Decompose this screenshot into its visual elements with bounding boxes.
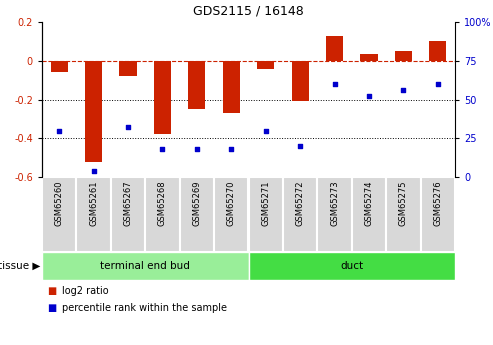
Bar [223, 61, 240, 113]
Point [227, 146, 235, 152]
Point [331, 81, 339, 87]
Bar [429, 41, 446, 61]
Text: GSM65260: GSM65260 [55, 181, 64, 226]
Text: GSM65275: GSM65275 [399, 181, 408, 226]
Bar [42, 252, 248, 280]
Text: GSM65267: GSM65267 [124, 181, 133, 226]
Text: GSM65261: GSM65261 [89, 181, 98, 226]
Bar [119, 61, 137, 76]
Bar [76, 177, 111, 252]
Bar [85, 61, 102, 161]
Text: GSM65268: GSM65268 [158, 181, 167, 226]
Text: log2 ratio: log2 ratio [62, 286, 108, 296]
Text: GSM65272: GSM65272 [296, 181, 305, 226]
Bar [248, 177, 283, 252]
Text: GSM65271: GSM65271 [261, 181, 270, 226]
Bar [360, 54, 378, 61]
Bar [291, 61, 309, 101]
Point [193, 146, 201, 152]
Bar [283, 177, 317, 252]
Point [296, 143, 304, 149]
Bar [111, 177, 145, 252]
Text: ■: ■ [47, 303, 56, 313]
Bar [145, 177, 179, 252]
Point [90, 168, 98, 174]
Text: duct: duct [340, 261, 363, 271]
Bar [214, 177, 248, 252]
Point [55, 128, 63, 133]
Bar [248, 252, 455, 280]
Point [159, 146, 167, 152]
Text: GSM65276: GSM65276 [433, 181, 442, 226]
Bar [154, 61, 171, 134]
Text: GSM65273: GSM65273 [330, 181, 339, 226]
Bar [51, 61, 68, 72]
Text: tissue ▶: tissue ▶ [0, 261, 40, 271]
Bar [386, 177, 421, 252]
Text: ■: ■ [47, 286, 56, 296]
Bar [42, 177, 76, 252]
Text: GSM65270: GSM65270 [227, 181, 236, 226]
Text: GSM65269: GSM65269 [192, 181, 201, 226]
Bar [179, 177, 214, 252]
Bar [188, 61, 206, 109]
Bar [257, 61, 274, 69]
Point [365, 93, 373, 99]
Text: GSM65274: GSM65274 [364, 181, 374, 226]
Point [434, 81, 442, 87]
Bar [352, 177, 386, 252]
Point [399, 87, 407, 93]
Point [262, 128, 270, 133]
Text: percentile rank within the sample: percentile rank within the sample [62, 303, 227, 313]
Point [124, 125, 132, 130]
Bar [395, 51, 412, 61]
Bar [421, 177, 455, 252]
Text: terminal end bud: terminal end bud [100, 261, 190, 271]
Text: GDS2115 / 16148: GDS2115 / 16148 [193, 4, 304, 17]
Bar [317, 177, 352, 252]
Bar [326, 36, 343, 61]
